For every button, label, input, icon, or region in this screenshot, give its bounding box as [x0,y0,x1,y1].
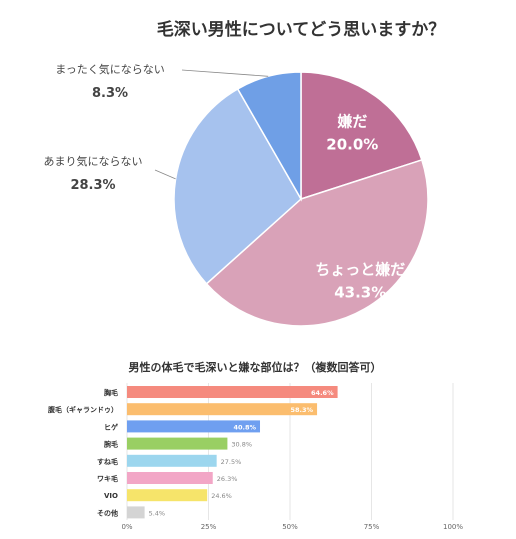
bar-category-label: ヒゲ [104,422,118,431]
bar [127,420,261,433]
bar-category-label: すね毛 [97,457,118,466]
pie-slice [173,87,302,285]
bar-x-tick-label: 75% [364,523,380,531]
pie-slice-label: まったく気にならない [55,62,165,76]
bar-value-label: 58.3% [290,406,313,414]
pie-slice-label: あまり気にならない [44,154,143,168]
pie-slice-value: 20.0% [326,135,378,153]
bar-value-label: 40.8% [233,423,256,431]
bar [127,454,217,467]
bar-category-label: 腹毛（ギャランドゥ） [47,405,118,414]
bar [127,403,318,416]
bar-category-label: VIO [104,492,118,500]
pie-slice [205,158,429,327]
bar-category-label: ワキ毛 [97,474,118,483]
bar-chart-title: 男性の体毛で毛深いと嫌な部位は？（複数回答可） [129,360,382,374]
bar-value-label: 24.6% [211,492,232,500]
bar-value-label: 64.6% [311,389,334,397]
bar-category-label: その他 [97,508,118,517]
bar-value-label: 30.8% [231,441,252,449]
bar [127,506,145,519]
bar [127,437,228,450]
bar-x-tick-label: 100% [443,523,463,531]
bar-value-label: 27.5% [221,458,242,466]
bar [127,386,338,398]
pie-slice [300,71,423,201]
bar-x-tick-label: 50% [282,523,298,531]
pie-chart-title: 毛深い男性についてどう思いますか？ [157,19,446,40]
pie-slice-value: 8.3% [92,86,128,101]
pie-leader-line [154,169,176,180]
bar-category-label: 腕毛 [103,440,118,449]
pie-slice-value: 28.3% [70,178,115,193]
bar [127,472,213,484]
bar-x-tick-label: 0% [121,523,132,531]
pie-slice-label: 嫌だ [336,112,367,130]
pie-leader-line [181,69,269,77]
pie-slice-value: 43.3% [334,283,386,301]
bar-category-label: 胸毛 [104,388,118,397]
bar [127,489,208,502]
bar-value-label: 26.3% [217,475,238,483]
bar-value-label: 5.4% [149,509,166,517]
pie-slice-label: ちょっと嫌だ [315,260,405,278]
bar-x-tick-label: 25% [201,523,217,531]
